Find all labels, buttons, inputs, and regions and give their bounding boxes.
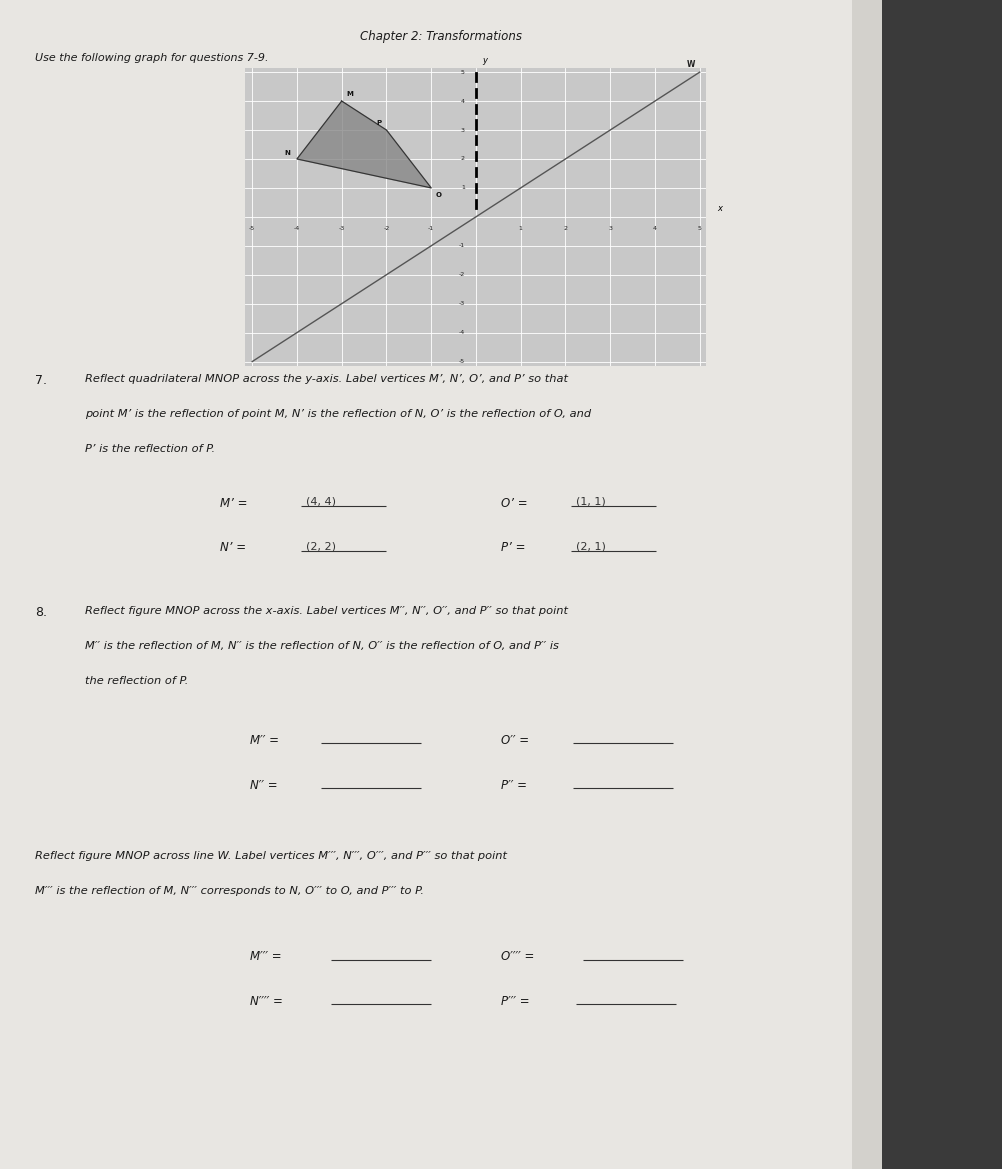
Text: -1: -1 (459, 243, 465, 248)
Text: W: W (686, 61, 694, 69)
Text: P’ =: P’ = (501, 541, 525, 554)
Bar (882, 0, 1002, 1169)
Text: 2: 2 (563, 226, 567, 230)
Text: M′′ is the reflection of M, N′′ is the reflection of N, O′′ is the reflection of: M′′ is the reflection of M, N′′ is the r… (85, 641, 559, 651)
Text: Reflect figure MNOP across line W. Label vertices M′′′, N′′′, O′′′, and P′′′ so : Reflect figure MNOP across line W. Label… (35, 851, 507, 862)
Polygon shape (297, 101, 431, 188)
Text: P′′′ =: P′′′ = (501, 995, 530, 1008)
Text: 5: 5 (697, 226, 701, 230)
Text: -5: -5 (249, 226, 256, 230)
Text: 4: 4 (461, 98, 465, 104)
Text: x: x (717, 203, 722, 213)
Text: P’ is the reflection of P.: P’ is the reflection of P. (85, 444, 215, 455)
Text: Chapter 2: Transformations: Chapter 2: Transformations (360, 30, 522, 43)
Text: (2, 1): (2, 1) (576, 541, 606, 552)
Text: 5: 5 (461, 70, 465, 75)
Text: M′′′ =: M′′′ = (250, 950, 283, 963)
Text: -5: -5 (459, 359, 465, 364)
Text: N: N (285, 150, 291, 157)
Text: N’ =: N’ = (220, 541, 246, 554)
Text: -2: -2 (384, 226, 390, 230)
Text: (2, 2): (2, 2) (306, 541, 336, 552)
Text: 8.: 8. (35, 606, 47, 618)
Text: -1: -1 (428, 226, 434, 230)
Text: -4: -4 (459, 330, 465, 336)
Bar (0, 0, 882, 1169)
Text: 3: 3 (608, 226, 612, 230)
Text: Use the following graph for questions 7-9.: Use the following graph for questions 7-… (35, 53, 269, 63)
Text: N′′ =: N′′ = (250, 779, 279, 791)
Text: 3: 3 (461, 127, 465, 132)
Text: P′′ =: P′′ = (501, 779, 527, 791)
Text: P: P (377, 119, 382, 126)
Text: O′′ =: O′′ = (501, 734, 529, 747)
Text: 2: 2 (461, 157, 465, 161)
Text: M’ =: M’ = (220, 497, 247, 510)
Text: Reflect quadrilateral MNOP across the y-axis. Label vertices M’, N’, O’, and P’ : Reflect quadrilateral MNOP across the y-… (85, 374, 568, 385)
Text: 4: 4 (653, 226, 657, 230)
Text: N′′′′ =: N′′′′ = (250, 995, 284, 1008)
Text: M: M (346, 91, 353, 97)
Text: y: y (483, 56, 488, 65)
Text: O′′′′ =: O′′′′ = (501, 950, 534, 963)
Text: the reflection of P.: the reflection of P. (85, 676, 188, 686)
Bar (852, 0, 882, 1169)
Text: M′′ =: M′′ = (250, 734, 280, 747)
Text: -4: -4 (294, 226, 300, 230)
Text: 1: 1 (519, 226, 523, 230)
Text: M′′′ is the reflection of M, N′′′ corresponds to N, O′′′ to O, and P′′′ to P.: M′′′ is the reflection of M, N′′′ corres… (35, 886, 424, 897)
Text: -2: -2 (459, 272, 465, 277)
Text: (4, 4): (4, 4) (306, 497, 336, 507)
Text: O’ =: O’ = (501, 497, 528, 510)
Text: -3: -3 (339, 226, 345, 230)
Text: 7.: 7. (35, 374, 47, 387)
Text: O: O (436, 192, 442, 199)
Text: 1: 1 (461, 186, 465, 191)
Text: -3: -3 (459, 302, 465, 306)
Text: Reflect figure MNOP across the x-axis. Label vertices M′′, N′′, O′′, and P′′ so : Reflect figure MNOP across the x-axis. L… (85, 606, 568, 616)
Text: point M’ is the reflection of point M, N’ is the reflection of N, O’ is the refl: point M’ is the reflection of point M, N… (85, 409, 591, 420)
Text: (1, 1): (1, 1) (576, 497, 606, 507)
